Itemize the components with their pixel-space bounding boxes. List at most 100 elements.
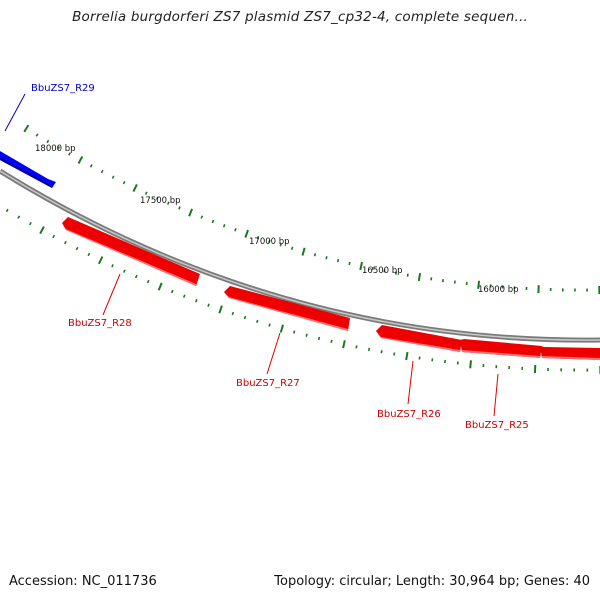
minor-tick — [46, 139, 50, 144]
leader-line-r27 — [266, 332, 281, 375]
gene-arrow-r25 — [460, 339, 542, 358]
minor-tick — [355, 345, 358, 349]
gene-arrow-r29 — [0, 151, 56, 188]
leader-line-r29 — [4, 93, 26, 132]
major-tick — [469, 360, 472, 369]
gene-label-r25: BbuZS7_R25 — [465, 420, 529, 431]
minor-tick — [57, 146, 61, 150]
minor-tick — [279, 243, 282, 247]
minor-tick — [17, 215, 21, 219]
minor-tick — [430, 277, 433, 281]
scale-label: 18000 bp — [35, 144, 76, 154]
minor-tick — [155, 196, 159, 200]
major-tick — [359, 261, 363, 271]
leader-line-r25 — [493, 373, 499, 417]
minor-tick — [89, 164, 93, 168]
minor-tick — [111, 264, 114, 268]
minor-tick — [75, 246, 79, 251]
gene-label-r27: BbuZS7_R27 — [236, 378, 300, 389]
scale-label: 17500 bp — [140, 196, 181, 206]
gene-arrow-r26-shade — [376, 331, 460, 352]
major-tick — [477, 280, 480, 289]
minor-tick — [317, 336, 321, 341]
gene-arrow-r26 — [376, 325, 462, 352]
minor-tick — [170, 289, 174, 294]
major-tick — [405, 351, 409, 361]
minor-tick — [211, 219, 215, 224]
minor-tick — [395, 271, 398, 275]
minor-tick — [367, 347, 371, 352]
minor-tick — [268, 323, 271, 327]
map-title: Borrelia burgdorferi ZS7 plasmid ZS7_cp3… — [72, 9, 528, 25]
major-tick — [417, 272, 422, 282]
gene-arrow-next-shade — [542, 356, 600, 360]
minor-tick — [256, 319, 259, 324]
minor-tick — [234, 228, 237, 232]
major-tick — [77, 156, 84, 164]
outer-tick-marks — [23, 124, 600, 295]
minor-tick — [348, 261, 351, 266]
minor-tick — [111, 175, 115, 179]
scale-label: 16500 bp — [362, 266, 403, 276]
leader-line-r26 — [407, 360, 414, 405]
gene-label-r28: BbuZS7_R28 — [68, 318, 132, 329]
gene-arrow-r29-shade — [0, 157, 52, 188]
minor-tick — [144, 191, 148, 195]
minor-tick — [305, 333, 308, 337]
minor-tick — [406, 273, 409, 277]
minor-tick — [100, 169, 104, 174]
minor-tick — [5, 208, 9, 213]
minor-tick — [313, 253, 317, 257]
gene-label-r29: BbuZS7_R29 — [31, 83, 95, 94]
minor-tick — [243, 315, 247, 320]
minor-tick — [87, 252, 91, 257]
minor-tick — [195, 299, 198, 303]
gene-arrow-r27-shade — [224, 292, 348, 331]
minor-tick — [68, 152, 71, 156]
minor-tick — [371, 266, 374, 271]
minor-tick — [28, 222, 32, 226]
topology-summary: Topology: circular; Length: 30,964 bp; G… — [274, 574, 590, 589]
minor-tick — [336, 259, 340, 263]
minor-tick — [200, 215, 204, 219]
minor-tick — [122, 180, 126, 185]
minor-tick — [330, 339, 333, 343]
gene-arrow-r27 — [224, 286, 350, 331]
minor-tick — [256, 235, 260, 240]
gene-label-r26: BbuZS7_R26 — [377, 409, 441, 420]
minor-tick — [268, 239, 271, 244]
minor-tick — [123, 269, 126, 273]
minor-tick — [178, 206, 181, 210]
minor-tick — [134, 274, 138, 279]
minor-tick — [63, 240, 67, 245]
major-tick — [157, 282, 163, 291]
inner-tick-marks — [5, 208, 600, 375]
minor-tick — [380, 350, 383, 354]
minor-tick — [182, 294, 186, 298]
major-tick — [132, 183, 138, 193]
major-tick — [244, 229, 249, 238]
minor-tick — [52, 234, 56, 239]
scale-label: 16000 bp — [478, 285, 519, 295]
major-tick — [23, 124, 30, 133]
plasmid-backbone-highlight — [0, 170, 600, 341]
major-tick — [218, 305, 223, 314]
minor-tick — [222, 224, 226, 228]
minor-tick — [166, 201, 170, 205]
minor-tick — [146, 279, 150, 284]
minor-tick — [35, 133, 39, 137]
major-tick — [279, 324, 284, 333]
minor-tick — [207, 303, 210, 307]
major-tick — [342, 340, 346, 349]
minor-tick — [293, 330, 296, 334]
major-tick — [188, 208, 194, 217]
minor-tick — [383, 269, 386, 273]
major-tick — [39, 226, 45, 235]
minor-tick — [393, 352, 396, 356]
gene-arrow-r28 — [62, 217, 200, 286]
accession-text: Accession: NC_011736 — [9, 574, 157, 589]
minor-tick — [231, 311, 235, 316]
minor-tick — [325, 256, 328, 260]
major-tick — [98, 256, 104, 265]
